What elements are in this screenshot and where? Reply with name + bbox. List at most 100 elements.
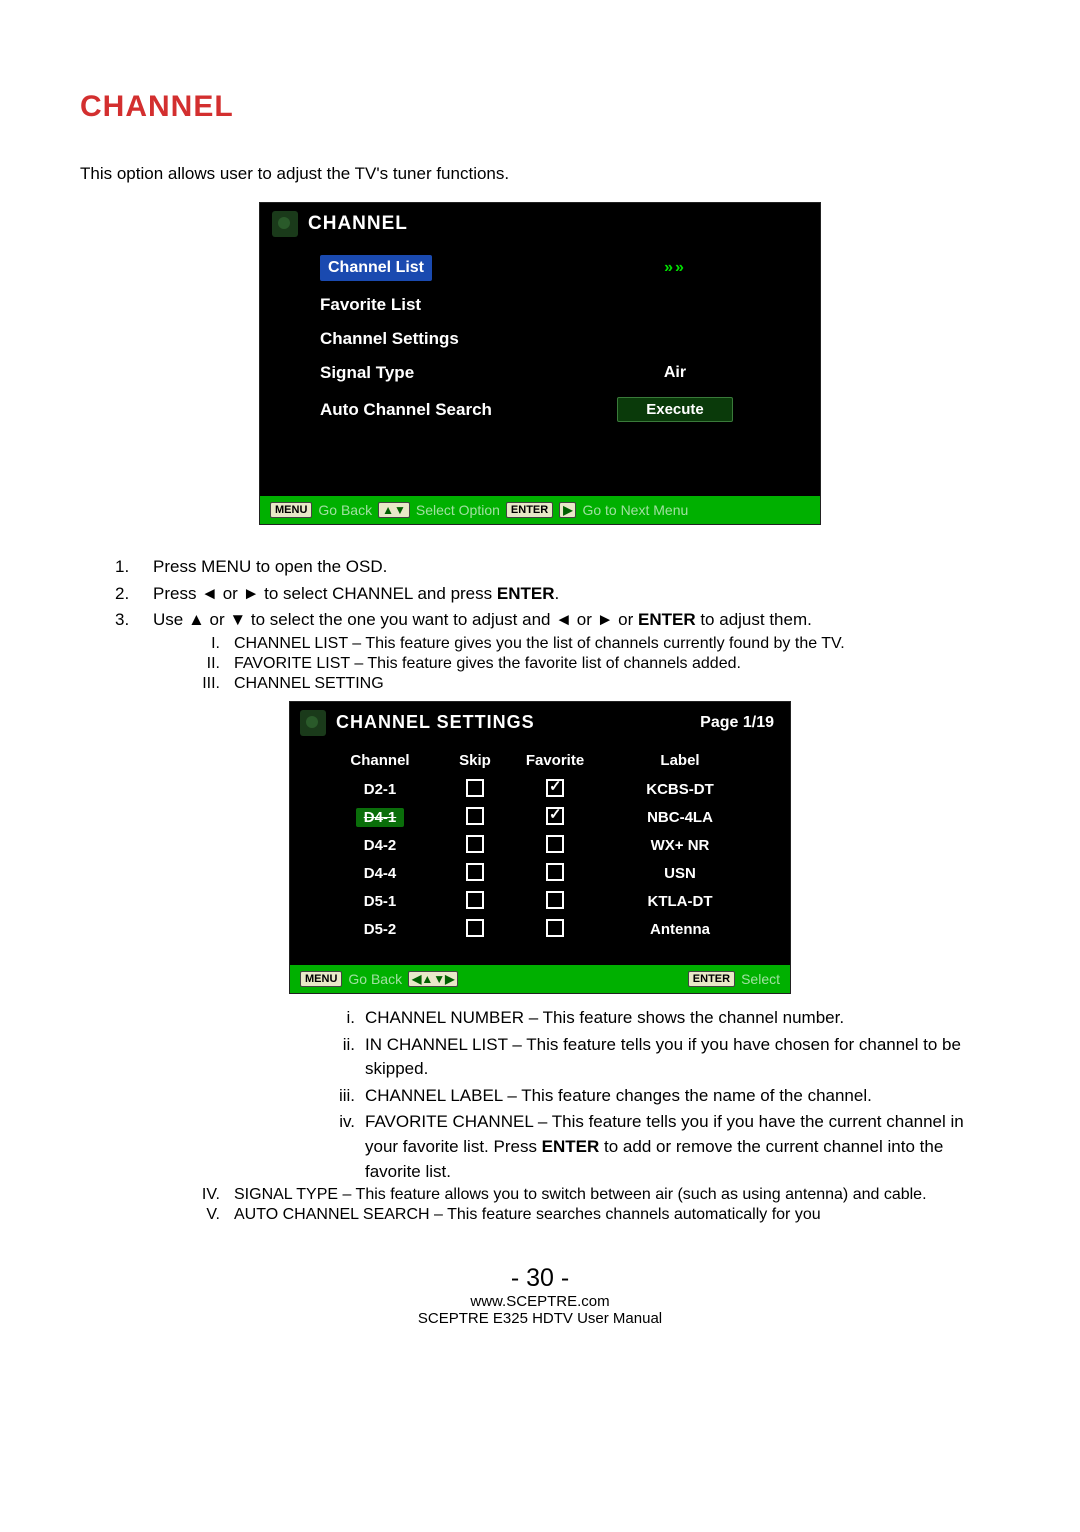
roman-iii: III. CHANNEL SETTING [170,675,1000,693]
cell-label: WX+ NR [600,837,760,854]
row-label: Channel Settings [320,329,580,349]
row-label: Favorite List [320,295,580,315]
table-row[interactable]: D4-1NBC-4LA [320,807,760,829]
subroman-text: CHANNEL LABEL – This feature changes the… [365,1084,872,1109]
col-favorite: Favorite [510,752,600,769]
menu-key-icon: MENU [300,971,342,987]
tv2-footer: MENU Go Back ◀▲▼▶ ENTER Select [290,965,790,993]
cell-favorite[interactable] [510,919,600,941]
roman-text: FAVORITE LIST – This feature gives the f… [234,655,741,673]
step-text: Press ◄ or ► to select CHANNEL and press… [153,582,559,607]
footer-select: Select [741,971,780,987]
menu-row-favorite[interactable]: Favorite List [320,295,770,315]
cell-channel: D5-1 [320,893,440,910]
cell-channel: D4-1 [320,808,440,827]
step-2: 2. Press ◄ or ► to select CHANNEL and pr… [115,582,1000,607]
table-row[interactable]: D2-1 KCBS-DT [320,779,760,801]
step-1: 1. Press MENU to open the OSD. [115,555,1000,580]
col-skip: Skip [440,752,510,769]
cell-skip[interactable] [440,807,510,829]
checkbox-icon[interactable] [546,835,564,853]
tv2-header: CHANNEL SETTINGS [336,712,700,733]
checkbox-icon[interactable] [466,919,484,937]
checkbox-icon[interactable] [466,779,484,797]
checkbox-icon[interactable] [546,863,564,881]
menu-row-signal-type[interactable]: Signal Type Air [320,363,770,383]
checkbox-icon[interactable] [546,891,564,909]
step-text: Press MENU to open the OSD. [153,555,387,580]
cell-skip[interactable] [440,919,510,941]
subroman-text: CHANNEL NUMBER – This feature shows the … [365,1006,844,1031]
checkbox-icon[interactable] [466,835,484,853]
cell-label: USN [600,865,760,882]
row-label: Auto Channel Search [320,400,580,420]
channel-settings-screenshot: CHANNEL SETTINGS Page 1/19 Channel Skip … [289,701,791,994]
roman-iv: IV. SIGNAL TYPE – This feature allows yo… [170,1186,1000,1204]
menu-row-auto-search[interactable]: Auto Channel Search Execute [320,397,770,422]
checkbox-icon[interactable] [466,863,484,881]
menu-row-settings[interactable]: Channel Settings [320,329,770,349]
selected-label: Channel List [320,255,432,281]
tv1-footer: MENU Go Back ▲▼ Select Option ENTER ▶ Go… [260,496,820,524]
subroman-list: i. CHANNEL NUMBER – This feature shows t… [315,1006,1000,1184]
cell-favorite[interactable] [510,835,600,857]
roman-text: CHANNEL SETTING [234,675,384,693]
cell-favorite[interactable] [510,779,600,801]
channel-menu-screenshot: CHANNEL Channel List »» Favorite List Ch… [259,202,821,525]
cell-channel: D4-2 [320,837,440,854]
subroman-text: FAVORITE CHANNEL – This feature tells yo… [365,1110,1000,1184]
roman-text: AUTO CHANNEL SEARCH – This feature searc… [234,1206,821,1224]
checkbox-icon[interactable] [546,919,564,937]
roman-list-2: IV. SIGNAL TYPE – This feature allows yo… [170,1186,1000,1224]
table-row[interactable]: D5-1 KTLA-DT [320,891,760,913]
checkbox-icon[interactable] [546,779,564,797]
cell-skip[interactable] [440,863,510,885]
col-channel: Channel [320,752,440,769]
footer-goto: Go to Next Menu [582,502,688,518]
cell-label: KTLA-DT [600,893,760,910]
tv-logo-icon [272,211,298,237]
cell-skip[interactable] [440,891,510,913]
nav-icon: ◀▲▼▶ [408,971,458,987]
cell-favorite[interactable] [510,891,600,913]
roman-v: V. AUTO CHANNEL SEARCH – This feature se… [170,1206,1000,1224]
subroman-iv: iv. FAVORITE CHANNEL – This feature tell… [315,1110,1000,1184]
subroman-text: IN CHANNEL LIST – This feature tells you… [365,1033,1000,1082]
cell-label: KCBS-DT [600,781,760,798]
table-header: Channel Skip Favorite Label [320,752,760,769]
execute-button[interactable]: Execute [617,397,733,422]
subroman-iii: iii. CHANNEL LABEL – This feature change… [315,1084,1000,1109]
selected-arrows: »» [664,259,686,276]
table-row[interactable]: D4-4USN [320,863,760,885]
step-text: Use ▲ or ▼ to select the one you want to… [153,608,812,633]
tv-logo-icon [300,710,326,736]
subroman-i: i. CHANNEL NUMBER – This feature shows t… [315,1006,1000,1031]
footer-goback: Go Back [348,971,402,987]
menu-row-channel-list[interactable]: Channel List »» [320,255,770,281]
checkbox-icon[interactable] [466,807,484,825]
cell-favorite[interactable] [510,807,600,829]
col-label: Label [600,752,760,769]
roman-ii: II. FAVORITE LIST – This feature gives t… [170,655,1000,673]
cell-favorite[interactable] [510,863,600,885]
steps-list: 1. Press MENU to open the OSD. 2. Press … [115,555,1000,633]
row-value: Air [580,364,770,382]
page-title: CHANNEL [80,90,1000,124]
tv2-page: Page 1/19 [700,714,774,732]
cell-skip[interactable] [440,835,510,857]
footer-select: Select Option [416,502,500,518]
table-row[interactable]: D4-2 WX+ NR [320,835,760,857]
checkbox-icon[interactable] [466,891,484,909]
enter-key-icon: ENTER [506,502,553,518]
intro-text: This option allows user to adjust the TV… [80,164,1000,184]
step-3: 3. Use ▲ or ▼ to select the one you want… [115,608,1000,633]
checkbox-icon[interactable] [546,807,564,825]
cell-channel: D2-1 [320,781,440,798]
updown-icon: ▲▼ [378,502,410,518]
footer-manual: SCEPTRE E325 HDTV User Manual [80,1310,1000,1327]
roman-i: I. CHANNEL LIST – This feature gives you… [170,635,1000,653]
table-row[interactable]: D5-2Antenna [320,919,760,941]
subroman-ii: ii. IN CHANNEL LIST – This feature tells… [315,1033,1000,1082]
cell-skip[interactable] [440,779,510,801]
cell-label: Antenna [600,921,760,938]
